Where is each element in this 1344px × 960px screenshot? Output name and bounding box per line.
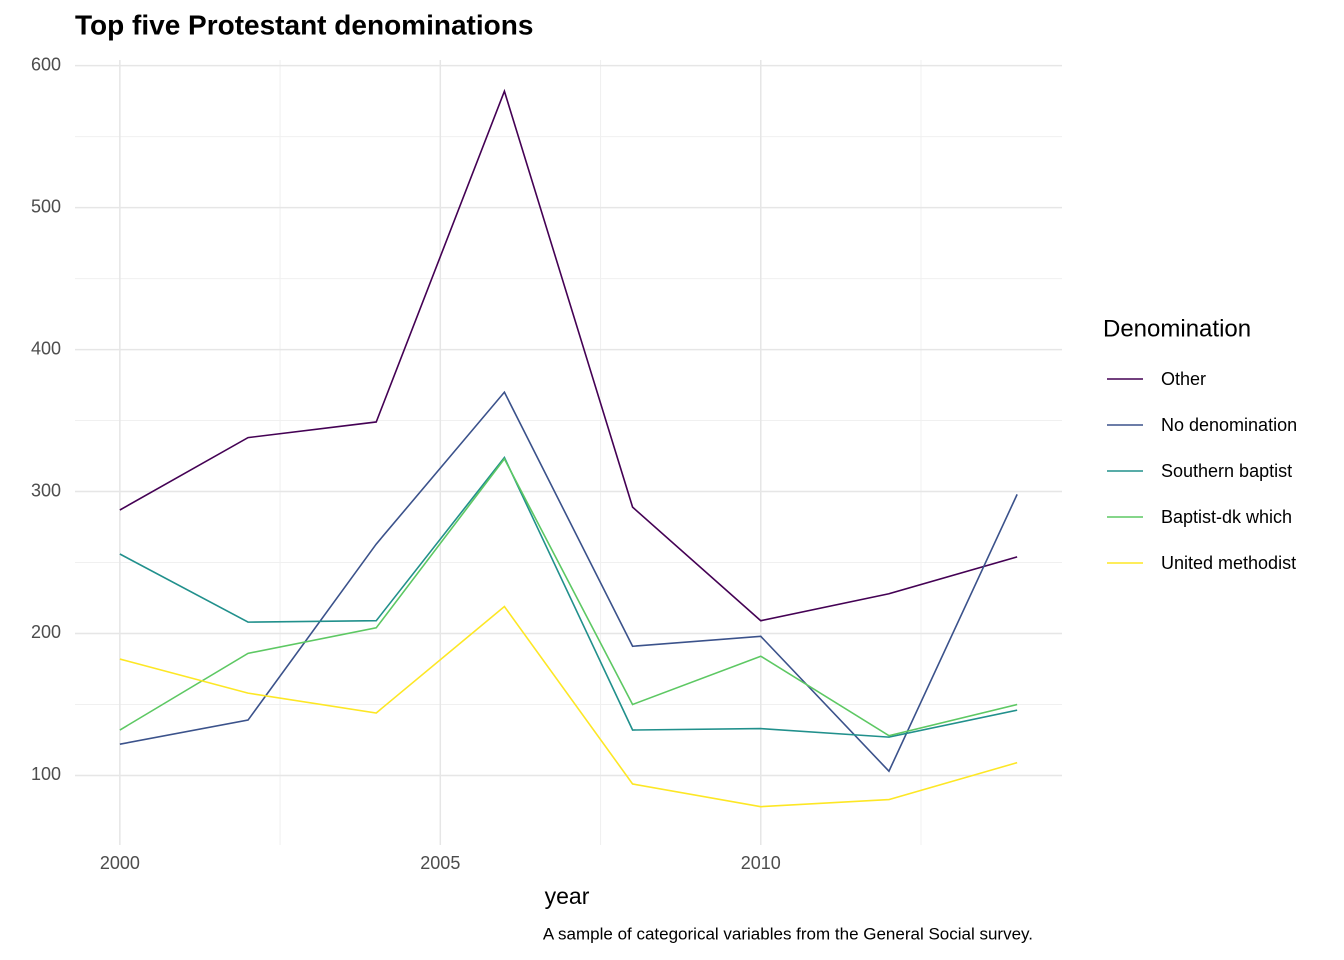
x-tick-label: 2005 bbox=[420, 853, 460, 873]
legend-label: Baptist-dk which bbox=[1161, 507, 1292, 527]
series-line bbox=[119, 390, 1018, 773]
legend-title: Denomination bbox=[1103, 315, 1251, 342]
chart-title: Top five Protestant denominations bbox=[75, 9, 533, 40]
series-line bbox=[119, 455, 1018, 738]
legend-label: United methodist bbox=[1161, 553, 1296, 573]
caption: A sample of categorical variables from t… bbox=[543, 924, 1033, 943]
y-tick-label: 300 bbox=[31, 480, 61, 500]
series-line bbox=[119, 88, 1018, 622]
y-tick-label: 500 bbox=[31, 196, 61, 216]
y-tick-label: 100 bbox=[31, 764, 61, 784]
legend-label: Other bbox=[1161, 369, 1206, 389]
x-tick-label: 2010 bbox=[741, 853, 781, 873]
y-tick-label: 600 bbox=[31, 54, 61, 74]
x-tick-label: 2000 bbox=[100, 853, 140, 873]
y-tick-label: 400 bbox=[31, 338, 61, 358]
series-line bbox=[119, 457, 1018, 737]
legend-label: No denomination bbox=[1161, 415, 1297, 435]
x-axis-label: year bbox=[545, 883, 590, 909]
legend-label: Southern baptist bbox=[1161, 461, 1292, 481]
series-line bbox=[119, 605, 1018, 808]
y-tick-label: 200 bbox=[31, 622, 61, 642]
